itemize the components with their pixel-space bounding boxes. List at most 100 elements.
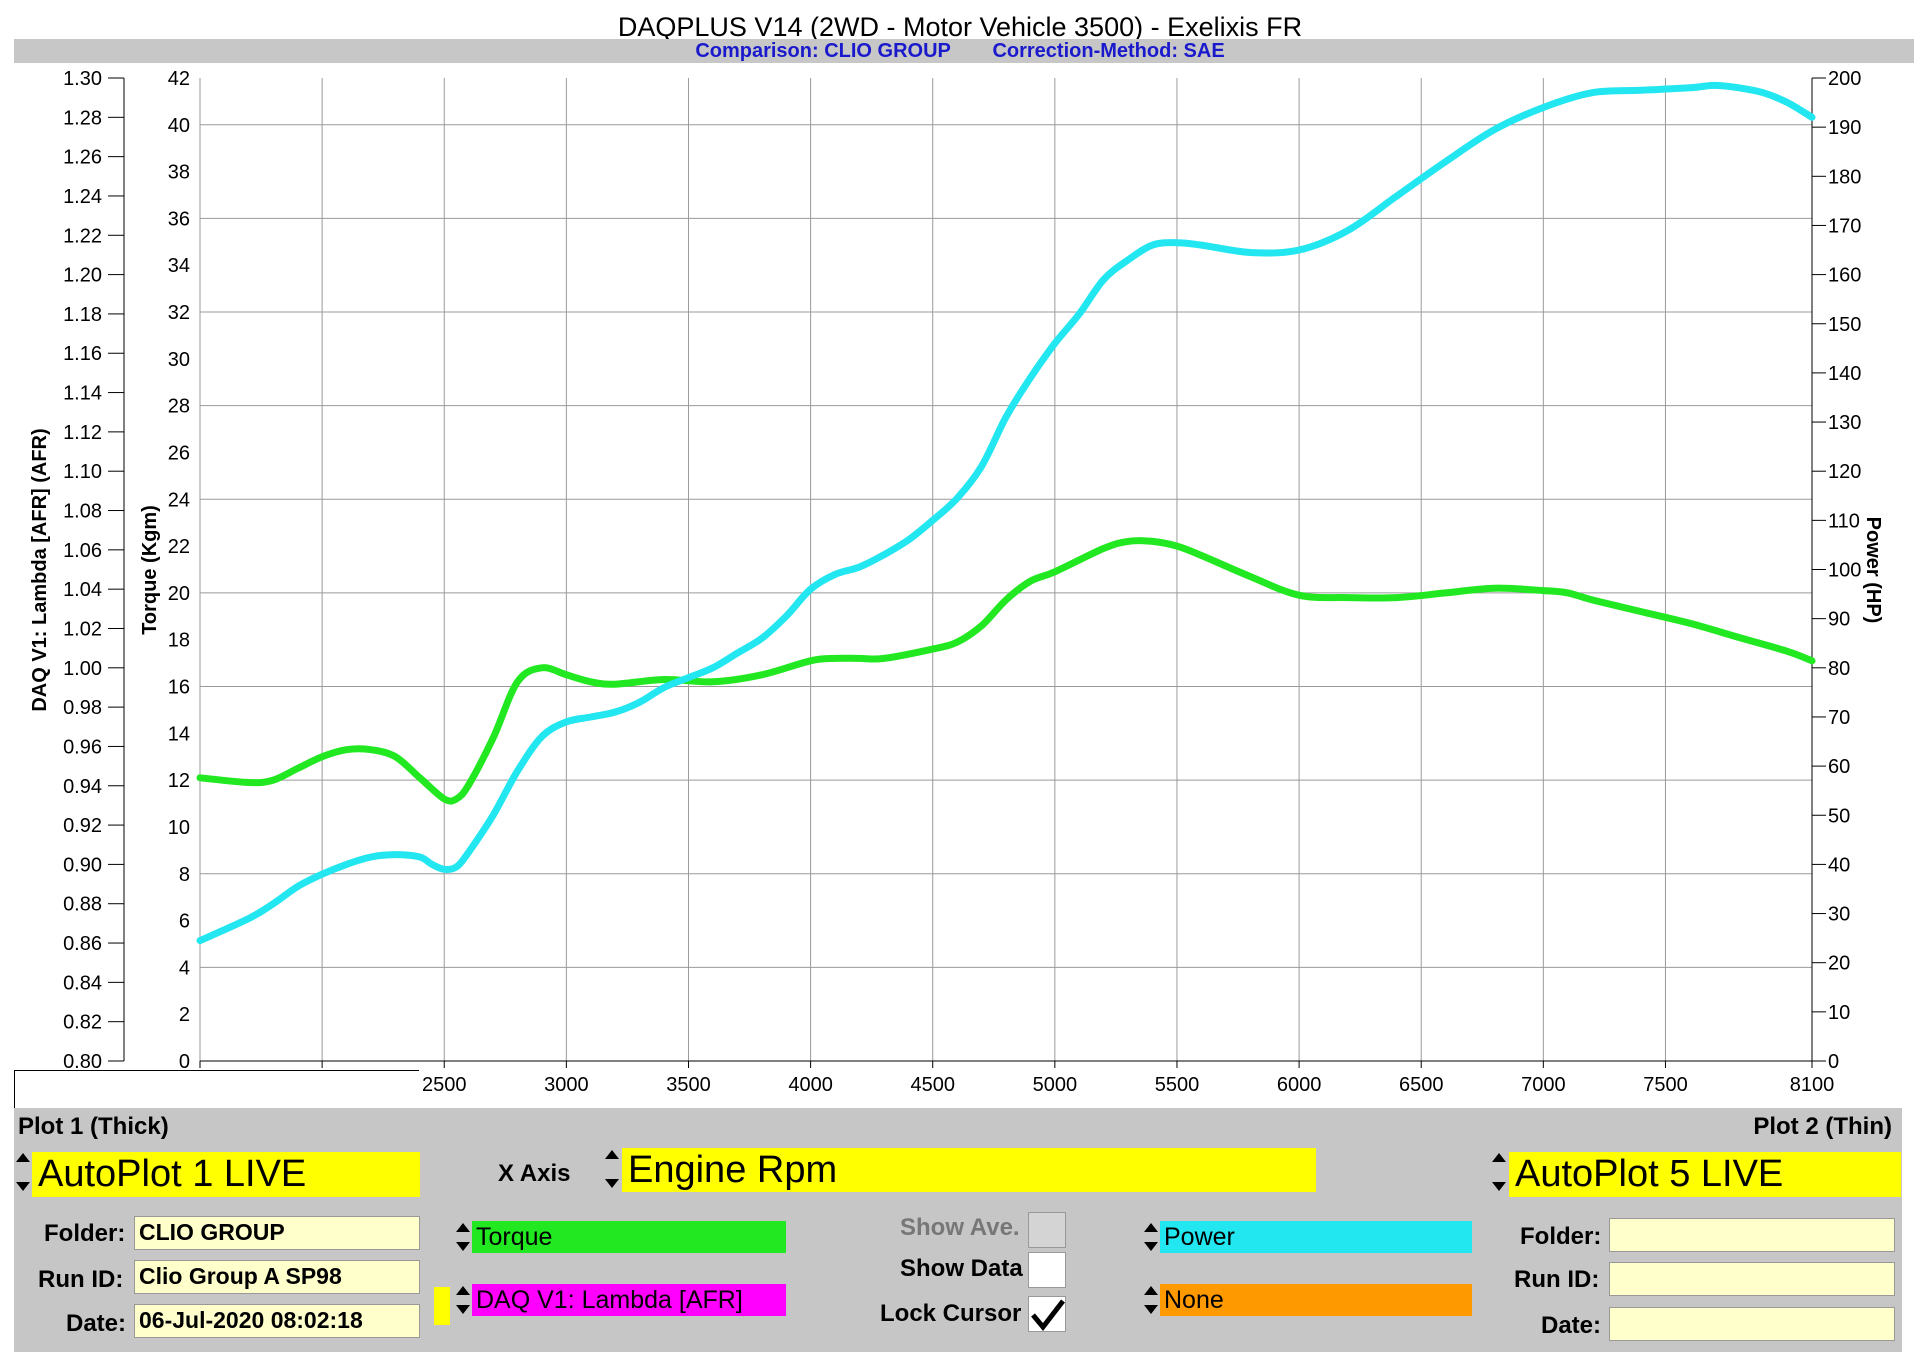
folder1-field[interactable]: CLIO GROUP (134, 1216, 420, 1250)
show-ave-label: Show Ave. (900, 1214, 1020, 1241)
lambda-tick-label: 0.88 (63, 894, 102, 916)
lambda-tick-label: 1.28 (63, 107, 102, 129)
torque-tick-label: 4 (179, 957, 190, 979)
torque-channel-spinner[interactable] (454, 1221, 472, 1253)
plot1-spinner[interactable] (14, 1151, 32, 1193)
lambda-tick-label: 1.14 (63, 383, 102, 405)
xaxis-select[interactable]: Engine Rpm (622, 1148, 1316, 1192)
subtitle: Comparison: CLIO GROUP Correction-Method… (0, 40, 1920, 62)
torque-tick-label: 34 (168, 255, 190, 277)
xaxis-spinner[interactable] (603, 1148, 621, 1190)
lambda-tick-label: 0.98 (63, 697, 102, 719)
power-tick-label: 70 (1828, 707, 1850, 729)
power-series-line (196, 81, 1816, 945)
folder2-label: Folder: (1520, 1223, 1602, 1250)
lambda-tick-label: 1.10 (63, 461, 102, 483)
power-tick-label: 160 (1828, 265, 1861, 287)
lambda-tick-label: 1.06 (63, 540, 102, 562)
x-tick-label: 4500 (910, 1074, 955, 1096)
torque-tick-label: 20 (168, 583, 190, 605)
lambda-tick-label: 0.82 (63, 1012, 102, 1034)
chart-grid (199, 78, 1813, 1061)
x-tick-label: 7000 (1521, 1074, 1566, 1096)
show-ave-checkbox[interactable] (1028, 1212, 1066, 1248)
lambda-tick-label: 1.30 (63, 68, 102, 90)
lambda-tick-label: 1.02 (63, 618, 102, 640)
date2-field[interactable] (1609, 1307, 1895, 1341)
power-tick-label: 10 (1828, 1002, 1850, 1024)
power-tick-label: 0 (1828, 1051, 1839, 1073)
folder1-label: Folder: (44, 1220, 126, 1247)
x-tick-label: 6000 (1277, 1074, 1322, 1096)
date1-field[interactable]: 06-Jul-2020 08:02:18 (134, 1304, 420, 1338)
panel-top-divider (14, 1070, 419, 1110)
folder2-field[interactable] (1609, 1218, 1895, 1252)
torque-tick-label: 26 (168, 442, 190, 464)
power-tick-label: 130 (1828, 412, 1861, 434)
lambda-tick-label: 1.00 (63, 658, 102, 680)
date2-label: Date: (1541, 1312, 1602, 1339)
lambda-tick-label: 1.18 (63, 304, 102, 326)
lock-cursor-checkbox[interactable] (1028, 1296, 1066, 1332)
plot1-select[interactable]: AutoPlot 1 LIVE (32, 1152, 420, 1197)
x-tick-label: 5500 (1155, 1074, 1200, 1096)
date1-label: Date: (66, 1310, 127, 1337)
torque-tick-label: 28 (168, 396, 190, 418)
torque-tick-label: 40 (168, 115, 190, 137)
power-tick-label: 140 (1828, 363, 1861, 385)
lambda-tick-label: 0.84 (63, 972, 102, 994)
runid2-label: Run ID: (1514, 1266, 1600, 1293)
torque-tick-label: 42 (168, 68, 190, 90)
lock-cursor-label: Lock Cursor (880, 1300, 1022, 1327)
torque-tick-label: 14 (168, 723, 190, 745)
torque-tick-label: 8 (179, 864, 190, 886)
lambda-tick-label: 0.92 (63, 815, 102, 837)
subtitle-bar (14, 39, 1914, 63)
torque-axis-label: Torque (Kgm) (139, 505, 161, 635)
none-channel-spinner[interactable] (1142, 1284, 1160, 1316)
power-tick-label: 80 (1828, 658, 1850, 680)
runid1-field[interactable]: Clio Group A SP98 (134, 1260, 420, 1294)
x-tick-label: 7500 (1643, 1074, 1688, 1096)
torque-tick-label: 32 (168, 302, 190, 324)
power-channel-spinner[interactable] (1142, 1221, 1160, 1253)
runid2-field[interactable] (1609, 1262, 1895, 1296)
x-tick-label: 4000 (788, 1074, 833, 1096)
plot2-select[interactable]: AutoPlot 5 LIVE (1509, 1152, 1901, 1197)
none-channel-select[interactable]: None (1160, 1284, 1472, 1316)
lambda-tick-label: 0.80 (63, 1051, 102, 1073)
lambda-tick-label: 0.90 (63, 854, 102, 876)
plot2-label: Plot 2 (Thin) (1753, 1113, 1892, 1140)
lambda-channel-spinner[interactable] (454, 1284, 472, 1316)
power-tick-label: 120 (1828, 461, 1861, 483)
power-channel-select[interactable]: Power (1160, 1221, 1472, 1253)
lambda-tick-label: 0.96 (63, 736, 102, 758)
power-tick-label: 40 (1828, 854, 1850, 876)
power-tick-label: 150 (1828, 314, 1861, 336)
plot1-label: Plot 1 (Thick) (18, 1113, 169, 1140)
power-tick-label: 20 (1828, 953, 1850, 975)
power-tick-label: 60 (1828, 756, 1850, 778)
show-data-checkbox[interactable] (1028, 1252, 1066, 1288)
lambda-tick-label: 1.16 (63, 343, 102, 365)
lambda-tick-label: 1.24 (63, 186, 102, 208)
x-tick-label: 3000 (544, 1074, 589, 1096)
lambda-tick-label: 0.94 (63, 776, 102, 798)
power-tick-label: 110 (1828, 510, 1860, 532)
torque-tick-label: 0 (179, 1051, 190, 1073)
lambda-color-indicator (434, 1287, 450, 1325)
lambda-tick-label: 1.12 (63, 422, 102, 444)
lambda-channel-select[interactable]: DAQ V1: Lambda [AFR] (472, 1284, 786, 1316)
lambda-tick-label: 1.22 (63, 225, 102, 247)
torque-tick-label: 18 (168, 630, 190, 652)
torque-tick-label: 36 (168, 208, 190, 230)
power-tick-label: 170 (1828, 215, 1861, 237)
torque-tick-label: 22 (168, 536, 190, 558)
torque-channel-select[interactable]: Torque (472, 1221, 786, 1253)
window-title: DAQPLUS V14 (2WD - Motor Vehicle 3500) -… (617, 12, 1303, 42)
power-tick-label: 100 (1828, 560, 1861, 582)
plot2-spinner[interactable] (1490, 1151, 1508, 1193)
chart-ticks: 1500200025003000350040004500500055006000… (63, 68, 1861, 1096)
chart-lines (196, 81, 1816, 945)
dyno-chart[interactable]: 1500200025003000350040004500500055006000… (0, 0, 1920, 1100)
